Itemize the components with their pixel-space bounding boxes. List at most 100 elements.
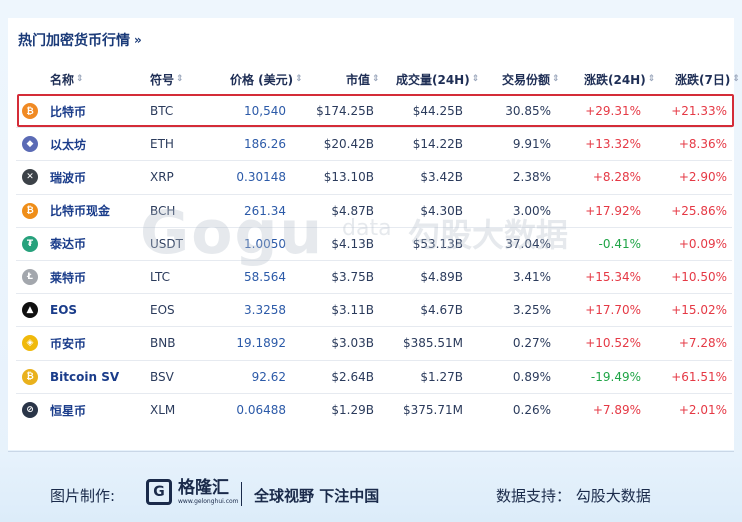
change-7d: +10.50% xyxy=(671,270,727,285)
trade-share: 3.41% xyxy=(512,270,551,285)
change-24h: +17.70% xyxy=(585,303,641,318)
footer-support: 数据支持： 勾股大数据 xyxy=(496,487,651,505)
trade-share: 30.85% xyxy=(505,104,551,119)
coin-symbol: LTC xyxy=(150,270,171,285)
coin-symbol: EOS xyxy=(150,303,175,318)
col-symbol-header[interactable]: 符号 ⇕ xyxy=(150,72,184,87)
change-7d: +8.36% xyxy=(678,137,727,152)
market-cap: $1.29B xyxy=(331,403,374,418)
change-24h: +29.31% xyxy=(585,104,641,119)
coin-symbol: XRP xyxy=(150,170,174,185)
change-24h: +15.34% xyxy=(585,270,641,285)
content-card xyxy=(8,18,734,450)
coin-name-link[interactable]: 泰达币 xyxy=(50,237,87,252)
footer: 图片制作: G 格隆汇 www.gelonghui.com 全球视野 下注中国 … xyxy=(0,452,742,522)
coin-price: 19.1892 xyxy=(236,336,286,351)
bsv-icon: ₿ xyxy=(22,368,38,385)
col-volume-header[interactable]: 成交量(24H) ⇕ xyxy=(396,72,480,87)
coin-name-link[interactable]: 瑞波币 xyxy=(50,170,87,185)
trade-share: 0.26% xyxy=(512,403,551,418)
sort-icon: ⇕ xyxy=(732,74,740,84)
change-24h: +13.32% xyxy=(585,137,641,152)
volume-24h: $375.71M xyxy=(403,403,463,418)
table-row[interactable]: ₮ 泰达币 USDT 1.0050 $4.13B $53.13B 37.04% -0.41% +… xyxy=(16,228,732,261)
volume-24h: $1.27B xyxy=(420,369,463,384)
coin-price: 92.62 xyxy=(251,369,286,384)
xlm-icon: ⊘ xyxy=(22,402,38,419)
eos-icon: ▲ xyxy=(22,302,38,319)
section-title[interactable]: 热门加密货币行情 » xyxy=(18,30,142,50)
usdt-icon: ₮ xyxy=(22,235,38,252)
change-24h: -19.49% xyxy=(590,369,641,384)
market-cap: $13.10B xyxy=(323,170,374,185)
table-row[interactable]: ◈ 币安币 BNB 19.1892 $3.03B $385.51M 0.27% +10.52%… xyxy=(16,327,732,361)
coin-name-link[interactable]: 比特币现金 xyxy=(50,204,111,219)
coin-symbol: BTC xyxy=(150,104,174,119)
volume-24h: $4.30B xyxy=(420,203,463,218)
coin-price: 3.3258 xyxy=(244,303,286,318)
table-row[interactable]: ⊘ 恒星币 XLM 0.06488 $1.29B $375.71M 0.26% +7.89% +… xyxy=(16,394,732,427)
table-row[interactable]: ✕ 瑞波币 XRP 0.30148 $13.10B $3.42B 2.38% +8.28% +2… xyxy=(16,161,732,195)
coin-symbol: BSV xyxy=(150,369,174,384)
sort-icon: ⇕ xyxy=(76,74,84,84)
divider xyxy=(8,451,734,452)
volume-24h: $53.13B xyxy=(412,236,463,251)
footer-separator xyxy=(241,482,242,506)
market-cap: $2.64B xyxy=(331,369,374,384)
logo-name: 格隆汇 xyxy=(178,477,229,498)
col-price-header[interactable]: 价格 (美元) ⇕ xyxy=(230,72,303,87)
chevron-right-icon: » xyxy=(134,33,142,47)
change-7d: +21.33% xyxy=(671,104,727,119)
table-row[interactable]: Ł 莱特币 LTC 58.564 $3.75B $4.89B 3.41% +15.34% +10… xyxy=(16,261,732,295)
change-24h: +7.89% xyxy=(592,403,641,418)
coin-price: 186.26 xyxy=(244,137,286,152)
sort-icon: ⇕ xyxy=(176,74,184,84)
coin-price: 1.0050 xyxy=(244,236,286,251)
coin-name-link[interactable]: 恒星币 xyxy=(50,403,87,418)
change-7d: +15.02% xyxy=(671,303,727,318)
coin-name-link[interactable]: 比特币 xyxy=(50,104,87,119)
table-row[interactable]: ▲ EOS EOS 3.3258 $3.11B $4.67B 3.25% +17.70% +15… xyxy=(16,294,732,328)
table-row[interactable]: ₿ Bitcoin SV BSV 92.62 $2.64B $1.27B 0.89% -19.… xyxy=(16,361,732,394)
change-7d: +0.09% xyxy=(678,236,727,251)
col-change-24h-header[interactable]: 涨跌(24H) ⇕ xyxy=(584,72,656,87)
ltc-icon: Ł xyxy=(22,269,38,286)
trade-share: 0.27% xyxy=(512,336,551,351)
col-share-header[interactable]: 交易份额 ⇕ xyxy=(502,72,560,87)
change-24h: +17.92% xyxy=(585,203,641,218)
col-name-header[interactable]: 名称 ⇕ xyxy=(50,72,84,87)
market-cap: $4.87B xyxy=(331,203,374,218)
col-market-cap-header[interactable]: 市值 ⇕ xyxy=(346,72,380,87)
market-cap: $3.11B xyxy=(331,303,374,318)
coin-table: ₿ 比特币 BTC 10,540 $174.25B $44.25B 30.85% +29.31… xyxy=(16,95,732,427)
change-24h: +8.28% xyxy=(592,170,641,185)
volume-24h: $44.25B xyxy=(412,104,463,119)
table-row[interactable]: ◆ 以太坊 ETH 186.26 $20.42B $14.22B 9.91% +13.32% +… xyxy=(16,128,732,162)
coin-symbol: BCH xyxy=(150,203,176,218)
change-24h: -0.41% xyxy=(598,236,641,251)
btc-icon: ₿ xyxy=(22,103,38,120)
trade-share: 37.04% xyxy=(505,236,551,251)
table-row[interactable]: ₿ 比特币 BTC 10,540 $174.25B $44.25B 30.85% +29.31… xyxy=(16,95,732,129)
coin-name-link[interactable]: 币安币 xyxy=(50,336,87,351)
market-cap: $3.03B xyxy=(331,336,374,351)
coin-name-link[interactable]: Bitcoin SV xyxy=(50,369,120,384)
sort-icon: ⇕ xyxy=(471,74,480,84)
coin-symbol: ETH xyxy=(150,137,174,152)
coin-price: 10,540 xyxy=(244,104,286,119)
footer-slogan: 全球视野 下注中国 xyxy=(254,487,380,505)
trade-share: 3.25% xyxy=(512,303,551,318)
col-change-7d-header[interactable]: 涨跌(7日) ⇕ xyxy=(675,72,740,87)
logo-mark-icon: G xyxy=(146,479,172,505)
coin-name-link[interactable]: 莱特币 xyxy=(50,270,87,285)
coin-name-link[interactable]: EOS xyxy=(50,303,78,318)
section-title-text: 热门加密货币行情 xyxy=(18,33,130,49)
sort-icon: ⇕ xyxy=(647,74,656,84)
volume-24h: $3.42B xyxy=(420,170,463,185)
market-cap: $174.25B xyxy=(316,104,374,119)
table-row[interactable]: ₿ 比特币现金 BCH 261.34 $4.87B $4.30B 3.00% +17.92% +… xyxy=(16,195,732,228)
coin-name-link[interactable]: 以太坊 xyxy=(50,137,87,152)
coin-symbol: BNB xyxy=(150,336,176,351)
table-header: 名称 ⇕ 符号 ⇕ 价格 (美元) ⇕ 市值 ⇕ 成交量(24H) ⇕ 交易份额 ⇕ 涨跌(… xyxy=(16,64,740,94)
sort-icon: ⇕ xyxy=(552,74,560,84)
